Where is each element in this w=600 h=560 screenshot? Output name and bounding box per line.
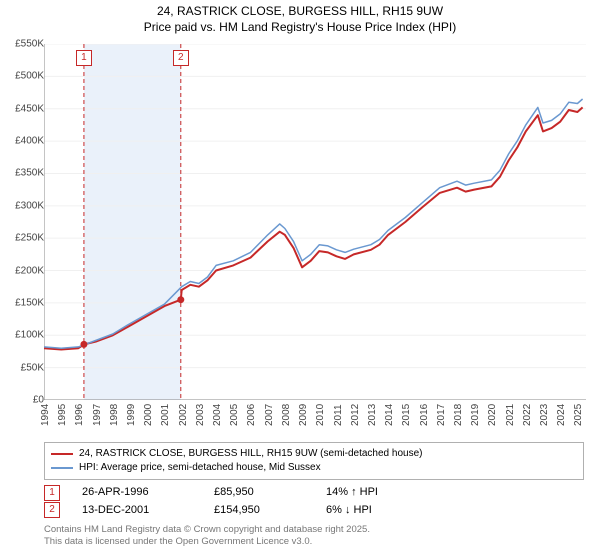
x-tick-label: 2024 [556, 404, 567, 426]
x-tick-label: 1996 [74, 404, 85, 426]
x-tick-label: 2018 [453, 404, 464, 426]
x-tick-label: 2017 [436, 404, 447, 426]
y-tick-label: £150K [15, 297, 44, 308]
y-tick-label: £50K [21, 362, 44, 373]
legend-label: HPI: Average price, semi-detached house,… [79, 461, 321, 475]
y-tick-label: £100K [15, 330, 44, 341]
sale-delta: 6% ↓ HPI [326, 502, 372, 520]
sale-date: 26-APR-1996 [82, 484, 192, 502]
x-tick-label: 2025 [573, 404, 584, 426]
sale-row: 2 13-DEC-2001 £154,950 6% ↓ HPI [44, 502, 584, 520]
x-tick-label: 2003 [195, 404, 206, 426]
x-tick-label: 2005 [229, 404, 240, 426]
chart-svg [44, 44, 586, 400]
attribution-line2: This data is licensed under the Open Gov… [44, 536, 584, 548]
x-tick-label: 2007 [264, 404, 275, 426]
x-tick-label: 1997 [92, 404, 103, 426]
sale-row: 1 26-APR-1996 £85,950 14% ↑ HPI [44, 484, 584, 502]
y-tick-label: £550K [15, 39, 44, 50]
y-tick-label: £200K [15, 265, 44, 276]
y-tick-label: £400K [15, 136, 44, 147]
y-tick-label: £300K [15, 200, 44, 211]
y-axis: £0£50K£100K£150K£200K£250K£300K£350K£400… [0, 44, 44, 400]
x-tick-label: 2015 [401, 404, 412, 426]
y-tick-label: £450K [15, 103, 44, 114]
x-tick-label: 2019 [470, 404, 481, 426]
x-tick-label: 2023 [539, 404, 550, 426]
sales-table: 1 26-APR-1996 £85,950 14% ↑ HPI 2 13-DEC-2001… [44, 484, 584, 519]
legend-swatch [51, 453, 73, 455]
attribution-line1: Contains HM Land Registry data © Crown c… [44, 524, 584, 536]
x-tick-label: 2020 [487, 404, 498, 426]
x-tick-label: 2008 [281, 404, 292, 426]
x-tick-label: 2022 [522, 404, 533, 426]
title-line2: Price paid vs. HM Land Registry's House … [0, 20, 600, 36]
x-tick-label: 1999 [126, 404, 137, 426]
y-tick-label: £500K [15, 71, 44, 82]
sale-delta: 14% ↑ HPI [326, 484, 378, 502]
x-tick-label: 2001 [160, 404, 171, 426]
sale-price: £154,950 [214, 502, 304, 520]
y-tick-label: £350K [15, 168, 44, 179]
x-tick-label: 2004 [212, 404, 223, 426]
legend-item: 24, RASTRICK CLOSE, BURGESS HILL, RH15 9… [51, 447, 577, 461]
sale-price: £85,950 [214, 484, 304, 502]
x-tick-label: 1998 [109, 404, 120, 426]
x-axis: 1994199519961997199819992000200120022003… [44, 404, 586, 444]
legend-label: 24, RASTRICK CLOSE, BURGESS HILL, RH15 9… [79, 447, 422, 461]
legend: 24, RASTRICK CLOSE, BURGESS HILL, RH15 9… [44, 442, 584, 480]
sale-number-box: 1 [44, 485, 60, 501]
x-tick-label: 1994 [40, 404, 51, 426]
x-tick-label: 2010 [315, 404, 326, 426]
attribution: Contains HM Land Registry data © Crown c… [44, 524, 584, 549]
x-tick-label: 2002 [178, 404, 189, 426]
x-tick-label: 1995 [57, 404, 68, 426]
sale-marker-2: 2 [173, 50, 189, 66]
y-tick-label: £250K [15, 233, 44, 244]
sale-number-box: 2 [44, 502, 60, 518]
x-tick-label: 2021 [505, 404, 516, 426]
sale-marker-1: 1 [76, 50, 92, 66]
legend-swatch [51, 467, 73, 469]
x-tick-label: 2012 [350, 404, 361, 426]
x-tick-label: 2006 [246, 404, 257, 426]
x-tick-label: 2000 [143, 404, 154, 426]
x-tick-label: 2011 [333, 404, 344, 426]
x-tick-label: 2014 [384, 404, 395, 426]
x-tick-label: 2009 [298, 404, 309, 426]
chart-plot-area: 12 [44, 44, 586, 400]
x-tick-label: 2016 [419, 404, 430, 426]
sale-date: 13-DEC-2001 [82, 502, 192, 520]
title-line1: 24, RASTRICK CLOSE, BURGESS HILL, RH15 9… [0, 4, 600, 20]
x-tick-label: 2013 [367, 404, 378, 426]
legend-item: HPI: Average price, semi-detached house,… [51, 461, 577, 475]
